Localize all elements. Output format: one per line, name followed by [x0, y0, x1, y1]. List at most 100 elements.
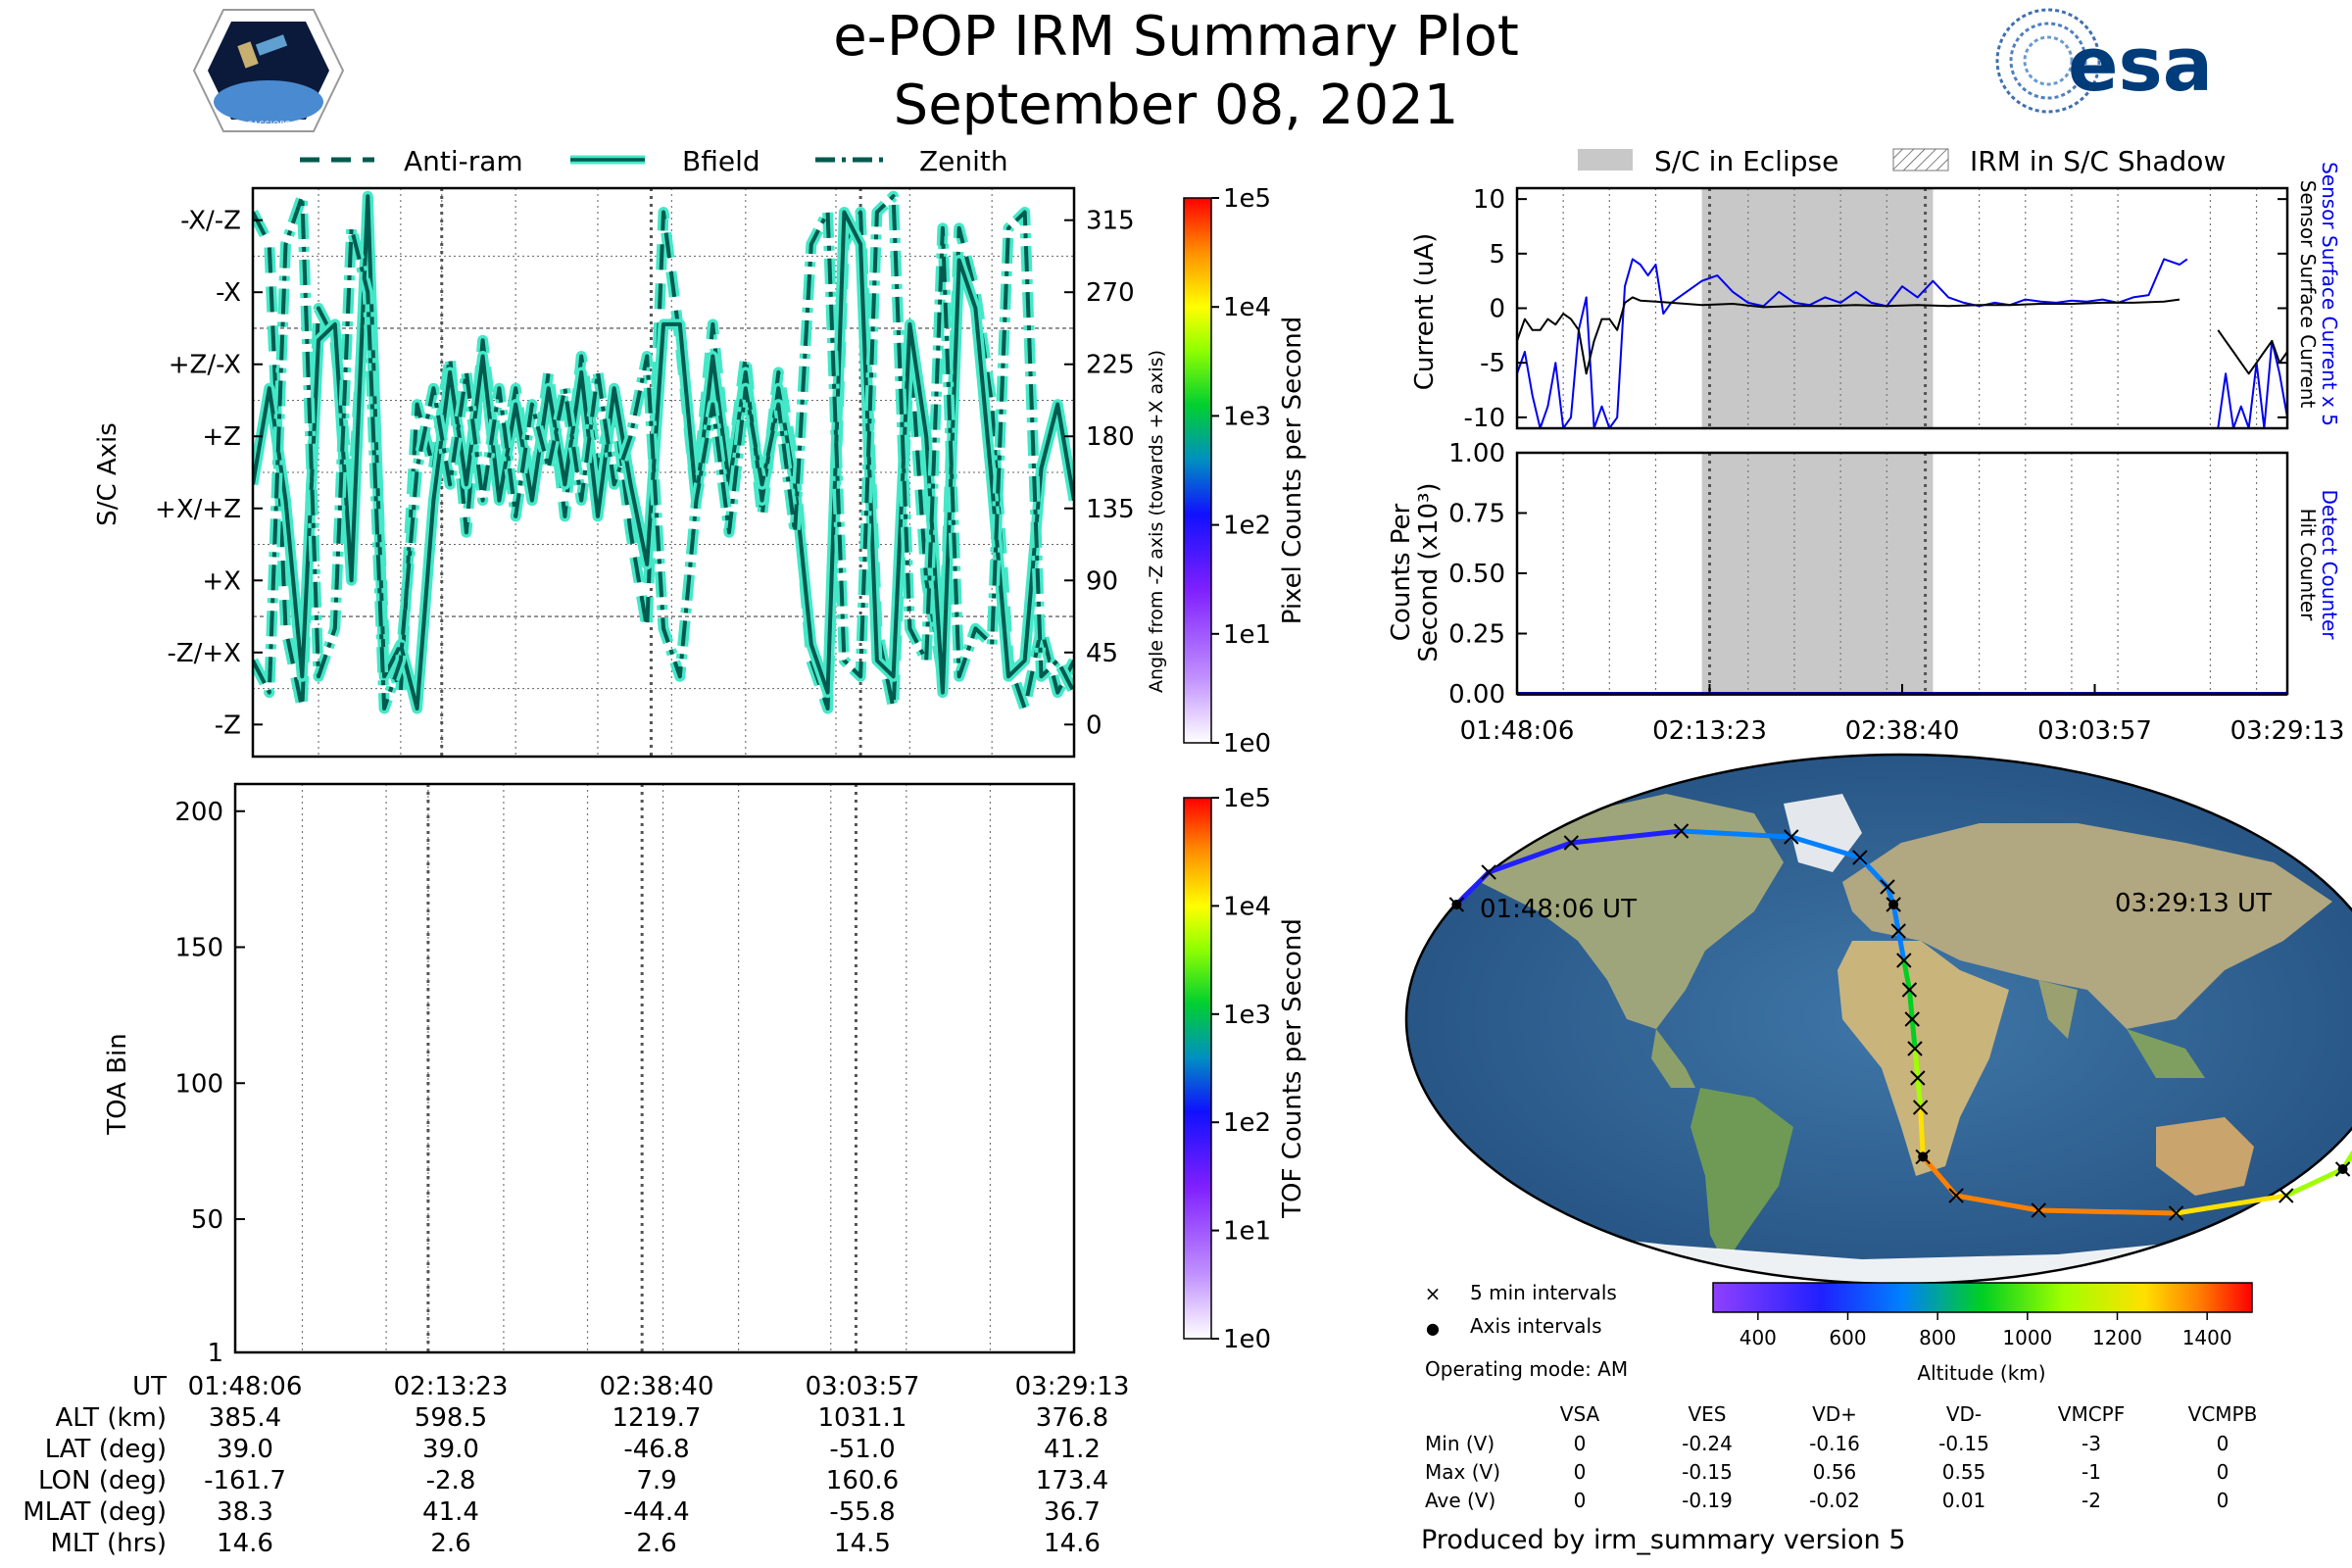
- ephemeris-row-label: LON (deg): [38, 1466, 167, 1495]
- footer-version: Produced by irm_summary version 5: [1421, 1525, 1906, 1555]
- orbit-end-label: 03:29:13 UT: [2115, 889, 2272, 918]
- colorbar-tick-label: 1e5: [1223, 184, 1271, 214]
- orbit-5min-marker: [1904, 1011, 1920, 1027]
- orbit-segment: [1895, 928, 1907, 963]
- ephemeris-cell: 41.4: [422, 1497, 479, 1527]
- orbit-5min-marker: [1481, 864, 1496, 880]
- mission-logo: CASSIOPE: [192, 9, 345, 132]
- orbit-segment: [2174, 1193, 2289, 1216]
- voltage-cell: 0.55: [1942, 1460, 1986, 1484]
- altitude-label: Altitude (km): [1917, 1361, 2045, 1385]
- orbit-5min-marker: [1852, 850, 1868, 865]
- current-panel: -10 -5 0 5 10 Current (uA) Sensor Surface Cu…: [1410, 162, 2341, 433]
- ephemeris-cell: 02:38:40: [600, 1372, 714, 1401]
- current-tick-label: -5: [1480, 349, 1505, 378]
- orbit-segment: [2283, 1166, 2346, 1199]
- ephemeris-cell: 03:29:13: [1015, 1372, 1130, 1401]
- voltage-row-label: Max (V): [1425, 1460, 1500, 1484]
- eclipse-legend: S/C in Eclipse IRM in S/C Shadow: [1578, 145, 2226, 177]
- orbit-5min-marker: [1907, 1041, 1923, 1056]
- tof-colorbar-label: TOF Counts per Second: [1278, 918, 1307, 1219]
- voltage-cell: 0: [2217, 1489, 2230, 1512]
- orbit-segment: [1915, 1075, 1924, 1110]
- orbit-segment: [1909, 1016, 1918, 1052]
- counts-ylabel-line1: Counts Per: [1387, 503, 1416, 641]
- orbit-5min-marker: [1896, 953, 1912, 968]
- mission-logo-text: CASSIOPE: [247, 121, 291, 130]
- left-tick-label: +Z: [202, 422, 241, 452]
- altitude-tick-label: 400: [1740, 1326, 1777, 1349]
- voltage-cell: 0: [1574, 1432, 1587, 1455]
- figure-date: September 08, 2021: [894, 74, 1459, 137]
- ephemeris-cell: 41.2: [1044, 1435, 1101, 1464]
- right-tick-label: 315: [1086, 207, 1135, 236]
- left-tick-label: +Z/-X: [169, 351, 241, 380]
- counts-tick-label: 1.00: [1448, 439, 1505, 468]
- altitude-tick-label: 800: [1919, 1326, 1956, 1349]
- tof-colorbar-ticks: 1e0 1e1 1e2 1e3 1e4 1e5: [1211, 784, 1271, 1354]
- toa-tick-label: 100: [174, 1069, 223, 1099]
- voltage-header: VSA: [1560, 1402, 1600, 1426]
- ephemeris-cell: 385.4: [209, 1403, 281, 1433]
- right-tick-label: 45: [1086, 639, 1118, 668]
- current-series: [1517, 258, 2287, 428]
- colorbar-tick-label: 1e0: [1223, 729, 1271, 759]
- orbit-legend: × 5 min intervals ● Axis intervals: [1425, 1281, 1617, 1338]
- orbit-axis-marker: [2337, 1164, 2348, 1174]
- left-tick-label: +X/+Z: [155, 495, 241, 524]
- counts-tick-label: 0.75: [1448, 500, 1505, 529]
- figure-title: e-POP IRM Summary Plot: [833, 5, 1519, 69]
- orbit-5min-marker: [1563, 835, 1580, 851]
- current-right-label-blue: Sensor Surface Current x 5: [2318, 162, 2341, 426]
- voltage-cell: -3: [2082, 1432, 2101, 1455]
- legend-eclipse: S/C in Eclipse: [1654, 145, 1838, 177]
- colorbar-tick-label: 1e3: [1223, 1001, 1271, 1030]
- orbit-map: 01:48:06 UT 03:29:13 UT: [1404, 753, 2352, 1286]
- ephemeris-row-label: MLT (hrs): [51, 1529, 168, 1558]
- orbit-segment: [1918, 1104, 1926, 1159]
- ephemeris-cell: 03:03:57: [806, 1372, 920, 1401]
- voltage-cell: -0.16: [1809, 1432, 1860, 1455]
- ephemeris-cell: 14.5: [834, 1529, 891, 1558]
- ephemeris-cell: 14.6: [1044, 1529, 1101, 1558]
- attitude-panel: -Z -Z/+X +X +X/+Z +Z +Z/-X -X -X/-Z 0 45 90 135 180…: [93, 184, 1307, 759]
- orbit-start-label: 01:48:06 UT: [1480, 895, 1637, 924]
- legend-5min: 5 min intervals: [1470, 1281, 1617, 1304]
- ephemeris-cell: 38.3: [217, 1497, 273, 1527]
- ephemeris-cell: 01:48:06: [188, 1372, 303, 1401]
- voltage-header: VD-: [1946, 1402, 1982, 1426]
- orbit-segment: [1906, 987, 1915, 1022]
- voltage-cell: 0: [1574, 1460, 1587, 1484]
- ephemeris-cell: 02:13:23: [394, 1372, 509, 1401]
- counts-x-tick-label: 03:29:13: [2230, 716, 2345, 746]
- right-tick-label: 135: [1086, 495, 1135, 524]
- voltage-cell: -0.19: [1682, 1489, 1733, 1512]
- legend-x-marker: ×: [1425, 1282, 1442, 1305]
- ephemeris-cell: 376.8: [1036, 1403, 1108, 1433]
- colorbar-tick-label: 1e1: [1223, 1217, 1271, 1247]
- voltage-header: VD+: [1812, 1402, 1857, 1426]
- ephemeris-cell: 14.6: [217, 1529, 273, 1558]
- toa-tick-label: 1: [207, 1339, 223, 1368]
- voltage-cell: 0.56: [1813, 1460, 1857, 1484]
- ephemeris-cell: 1219.7: [612, 1403, 702, 1433]
- ephemeris-cell: 160.6: [826, 1466, 899, 1495]
- voltage-cell: -0.02: [1809, 1489, 1860, 1512]
- voltage-cell: -1: [2082, 1460, 2101, 1484]
- orbit-track: [1448, 823, 2352, 1221]
- voltage-row-label: Min (V): [1425, 1432, 1494, 1455]
- left-tick-label: -X/-Z: [180, 207, 241, 236]
- legend-anti-ram: Anti-ram: [404, 145, 523, 177]
- orbit-segment: [1486, 840, 1574, 875]
- voltage-cell: -0.15: [1938, 1432, 1989, 1455]
- counts-right-label-blue: Detect Counter: [2318, 490, 2341, 641]
- legend-bfield: Bfield: [682, 145, 760, 177]
- legend-dot-marker: ●: [1426, 1319, 1440, 1338]
- attitude-series: [253, 190, 1074, 714]
- orbit-5min-marker: [2168, 1205, 2184, 1221]
- toa-frame: [233, 782, 1076, 1354]
- attitude-left-ticks: -Z -Z/+X +X +X/+Z +Z +Z/-X -X -X/-Z: [155, 207, 263, 740]
- attitude-legend: Anti-ram Bfield Zenith: [300, 145, 1008, 177]
- right-tick-label: 225: [1086, 351, 1135, 380]
